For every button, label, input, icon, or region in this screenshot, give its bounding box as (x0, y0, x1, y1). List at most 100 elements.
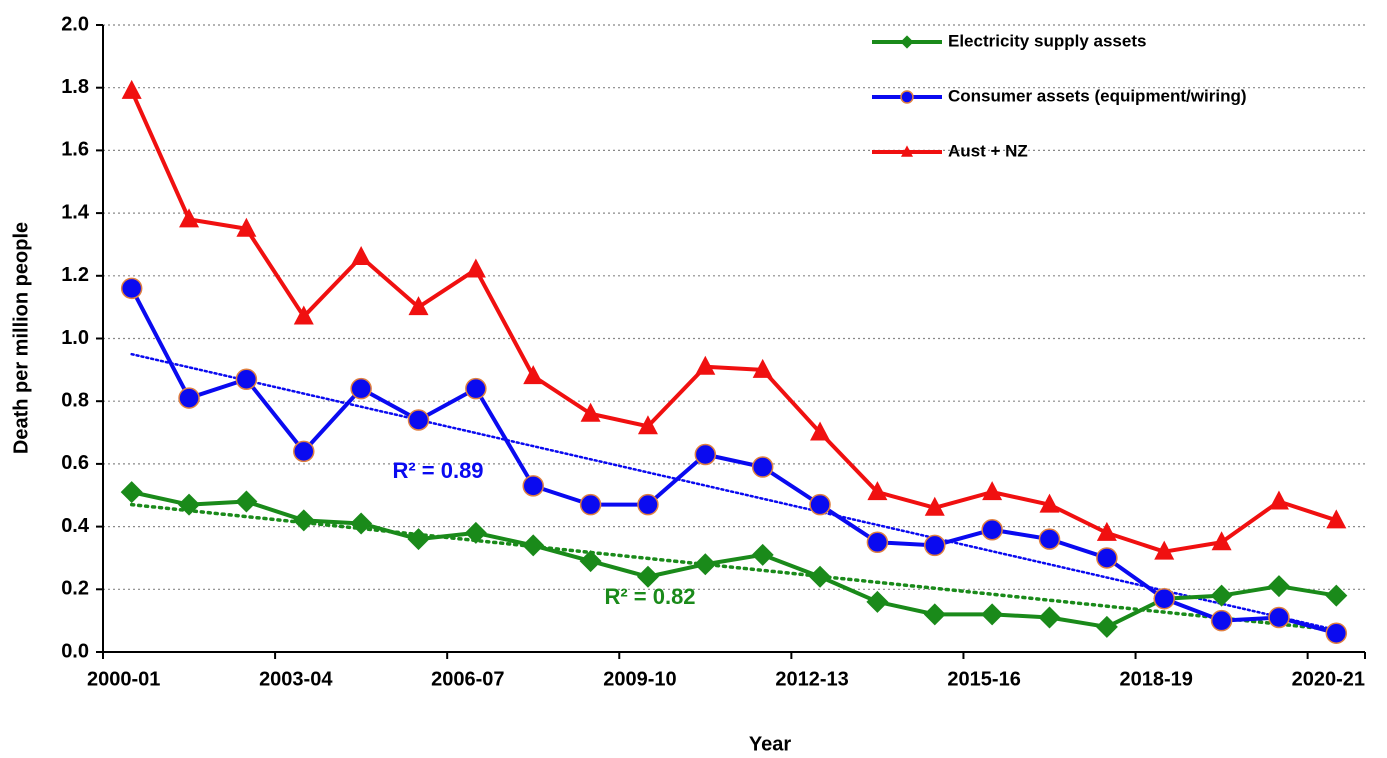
legend-label: Consumer assets (equipment/wiring) (948, 86, 1247, 105)
marker (1154, 540, 1175, 560)
marker (121, 79, 142, 99)
marker (694, 553, 717, 576)
legend-marker (901, 145, 913, 157)
marker (465, 377, 487, 400)
trendline (129, 502, 1339, 632)
marker (293, 440, 315, 463)
marker (923, 603, 946, 626)
marker (982, 481, 1003, 501)
marker (637, 493, 659, 516)
marker (866, 590, 889, 613)
legend-marker (900, 35, 914, 49)
marker (292, 509, 315, 532)
marker (751, 456, 774, 478)
marker (636, 565, 659, 588)
marker (751, 543, 774, 566)
marker (408, 296, 429, 316)
marker (637, 415, 658, 435)
y-tick-label: 1.0 (61, 327, 89, 349)
marker (1211, 531, 1232, 551)
series-line (131, 490, 1337, 629)
series-line (129, 287, 1337, 636)
marker (407, 528, 430, 551)
marker (293, 305, 314, 325)
marker (120, 481, 143, 504)
marker (981, 603, 1004, 626)
marker (1326, 509, 1347, 529)
marker (522, 475, 544, 497)
x-tick-label: 2020-21 (1292, 668, 1365, 690)
marker (350, 377, 372, 400)
marker (351, 245, 372, 265)
x-tick-label: 2003-04 (259, 668, 333, 690)
marker (523, 365, 544, 385)
marker (924, 534, 946, 557)
marker (1153, 587, 1175, 610)
y-tick-label: 1.2 (61, 264, 89, 286)
marker (924, 496, 945, 516)
marker (1268, 606, 1290, 629)
marker (1096, 521, 1117, 541)
y-tick-label: 0.0 (61, 640, 89, 662)
marker (695, 355, 716, 375)
marker (1039, 493, 1060, 513)
marker (580, 402, 601, 422)
y-tick-label: 2.0 (61, 13, 89, 35)
y-tick-label: 0.6 (61, 452, 89, 474)
r-squared: R² = 0.82 (604, 584, 695, 609)
marker (1325, 584, 1348, 607)
legend-marker (900, 90, 914, 104)
marker (867, 481, 888, 501)
marker (236, 217, 257, 237)
marker (579, 550, 602, 573)
marker (465, 258, 486, 278)
y-tick-label: 1.6 (61, 139, 89, 161)
marker (1095, 615, 1118, 638)
marker (350, 512, 373, 535)
marker (809, 493, 831, 516)
x-tick-label: 2000-01 (87, 668, 160, 690)
marker (866, 531, 889, 554)
marker (1210, 584, 1233, 607)
marker (981, 518, 1003, 541)
marker (1325, 622, 1348, 644)
trendline (130, 352, 1338, 632)
marker (579, 493, 602, 516)
x-axis-title: Year (749, 733, 791, 755)
x-tick-label: 2009-10 (603, 668, 676, 690)
marker (235, 490, 258, 513)
marker (809, 565, 832, 588)
marker (179, 208, 200, 228)
marker (1096, 547, 1118, 569)
y-tick-label: 0.4 (61, 515, 90, 537)
marker (407, 409, 430, 431)
marker (178, 493, 201, 516)
y-axis-title: Death per million people (10, 222, 32, 454)
marker (1268, 490, 1289, 510)
x-tick-label: 2012-13 (775, 668, 848, 690)
marker (235, 368, 258, 391)
marker (1210, 609, 1233, 632)
marker (810, 421, 831, 441)
x-tick-label: 2015-16 (947, 668, 1020, 690)
x-tick-label: 2018-19 (1120, 668, 1193, 690)
y-tick-label: 1.4 (61, 201, 90, 223)
y-tick-label: 0.8 (61, 389, 89, 411)
legend-label: Electricity supply assets (948, 31, 1146, 50)
marker (178, 387, 200, 409)
marker (1038, 606, 1061, 629)
marker (752, 358, 773, 378)
marker (522, 534, 545, 557)
series-line (129, 90, 1337, 554)
marker (1267, 575, 1290, 598)
x-tick-label: 2006-07 (431, 668, 504, 690)
r-squared: R² = 0.89 (392, 458, 483, 483)
marker (120, 277, 143, 300)
legend-label: Aust + NZ (948, 141, 1028, 160)
y-tick-label: 1.8 (61, 76, 89, 98)
marker (694, 443, 717, 466)
marker (464, 521, 487, 544)
marker (1038, 528, 1061, 550)
y-tick-label: 0.2 (61, 578, 89, 600)
